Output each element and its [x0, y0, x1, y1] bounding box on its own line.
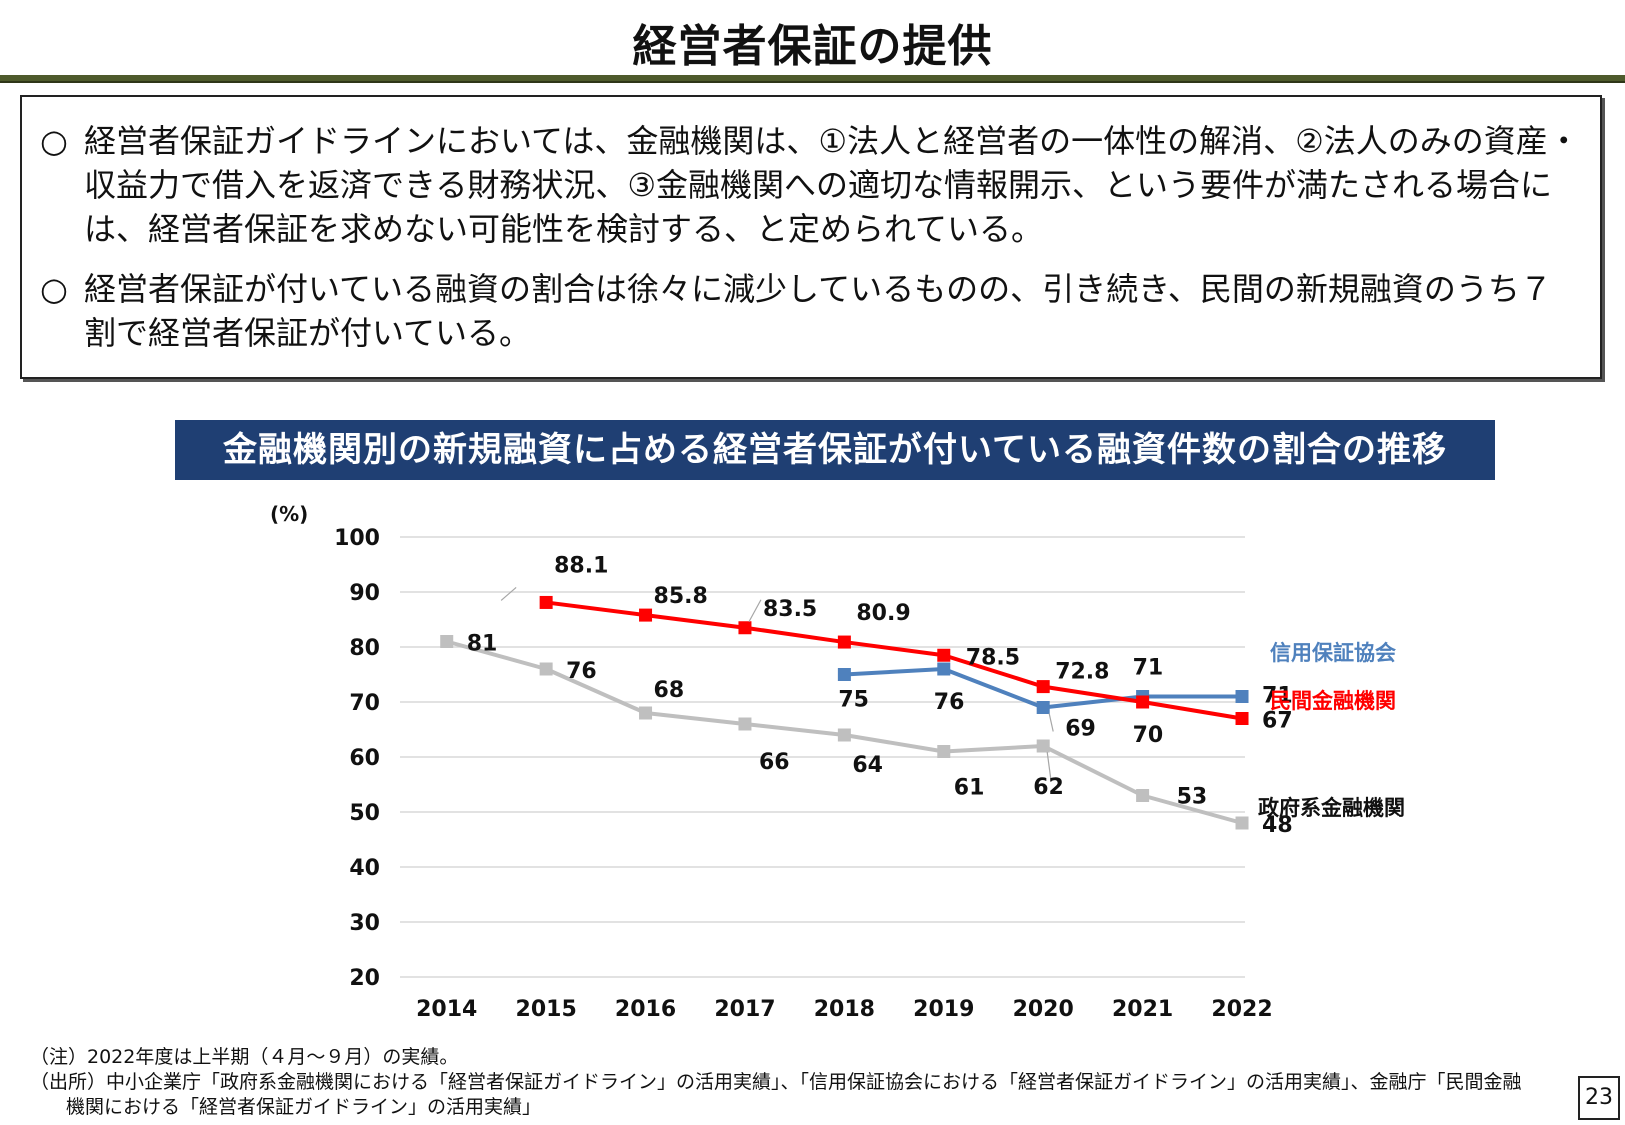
data-point: [837, 668, 851, 681]
data-label: 72.8: [1055, 660, 1109, 685]
data-label: 88.1: [554, 553, 608, 578]
data-label: 81: [467, 632, 498, 657]
y-tick-label: 30: [349, 911, 380, 936]
data-point: [639, 706, 653, 720]
page-title: 経営者保証の提供: [632, 21, 993, 72]
data-label: 62: [1033, 775, 1064, 800]
data-label: 76: [566, 659, 597, 684]
bullet-circle-icon: ○: [40, 122, 68, 160]
series-name-label: 民間金融機関: [1270, 689, 1396, 713]
data-point: [837, 728, 851, 742]
y-tick-label: 40: [349, 856, 380, 881]
series-name-label: 政府系金融機関: [1258, 796, 1405, 820]
x-tick-label: 2020: [1013, 997, 1074, 1020]
y-tick-label: 20: [349, 966, 380, 991]
label-leader-line: [1048, 713, 1054, 732]
data-point: [937, 648, 951, 662]
data-label: 71: [1262, 684, 1293, 709]
x-tick-label: 2017: [714, 997, 775, 1020]
series-name-label: 信用保証協会: [1270, 641, 1396, 665]
x-tick-label: 2022: [1211, 997, 1272, 1020]
bullet-circle-icon: ○: [40, 270, 68, 308]
summary-bullet: ○ 経営者保証が付いている融資の割合は徐々に減少しているものの、引き続き、民間の…: [40, 267, 1582, 355]
data-label: 68: [654, 678, 685, 703]
x-tick-label: 2015: [516, 997, 577, 1020]
summary-bullet: ○ 経営者保証ガイドラインにおいては、金融機関は、①法人と経営者の一体性の解消、…: [40, 119, 1582, 251]
data-label: 71: [1133, 656, 1164, 681]
data-label: 48: [1262, 813, 1293, 838]
y-tick-label: 80: [349, 636, 380, 661]
data-point: [1235, 712, 1249, 725]
data-point: [937, 662, 951, 676]
x-tick-label: 2014: [416, 997, 477, 1020]
data-point: [1235, 816, 1249, 830]
data-label: 76: [934, 690, 965, 715]
data-point: [1036, 680, 1050, 694]
data-point: [1136, 695, 1150, 709]
data-label: 80.9: [856, 601, 910, 626]
data-point: [937, 745, 951, 758]
summary-bullet-text: 経営者保証が付いている融資の割合は徐々に減少しているものの、引き続き、民間の新規…: [84, 270, 1552, 352]
data-point: [539, 662, 553, 676]
y-tick-label: 60: [349, 746, 380, 771]
data-label: 66: [759, 750, 790, 775]
data-point: [1136, 789, 1150, 802]
source-note-line: 機関における「経営者保証ガイドライン」の活用実績」: [66, 1096, 542, 1118]
data-label: 70: [1133, 723, 1164, 748]
title-divider: [0, 75, 1625, 83]
data-label: 78.5: [966, 645, 1020, 670]
source-note-line: （出所）中小企業庁「政府系金融機関における「経営者保証ガイドライン」の活用実績」…: [30, 1071, 1522, 1093]
summary-bullet-text: 経営者保証ガイドラインにおいては、金融機関は、①法人と経営者の一体性の解消、②法…: [84, 122, 1580, 248]
data-label: 75: [838, 688, 869, 713]
data-point: [440, 635, 454, 648]
y-tick-label: 100: [334, 526, 380, 551]
data-point: [639, 608, 653, 622]
data-label: 85.8: [654, 584, 708, 609]
data-label: 69: [1065, 717, 1096, 742]
data-label: 64: [852, 753, 883, 778]
data-point: [1235, 690, 1249, 703]
data-label: 67: [1262, 709, 1293, 734]
data-point: [1036, 739, 1050, 753]
data-point: [837, 635, 851, 649]
x-tick-label: 2016: [615, 997, 676, 1020]
data-point: [738, 717, 752, 731]
data-label: 83.5: [763, 597, 817, 622]
y-tick-label: 90: [349, 581, 380, 606]
x-tick-label: 2021: [1112, 997, 1173, 1020]
footnote: （注）2022年度は上半期（４月～９月）の実績。: [30, 1046, 459, 1068]
label-leader-line: [500, 586, 517, 601]
y-tick-label: 70: [349, 691, 380, 716]
data-point: [1036, 701, 1050, 714]
x-tick-label: 2018: [814, 997, 875, 1020]
y-tick-label: 50: [349, 801, 380, 826]
data-point: [738, 621, 752, 635]
series-line: [545, 600, 1243, 721]
label-leader-line: [748, 599, 762, 623]
y-axis-unit-label: (%): [270, 502, 308, 526]
data-point: [539, 595, 553, 609]
line-chart: 20 30 40 50 60 70 80 90 100 (%) 2014 2015 2016 2017 20…: [270, 502, 1405, 1020]
data-label: 53: [1177, 785, 1208, 810]
label-leader-line: [1046, 751, 1052, 783]
summary-box: ○ 経営者保証ガイドラインにおいては、金融機関は、①法人と経営者の一体性の解消、…: [20, 95, 1602, 379]
data-label: 61: [954, 776, 985, 801]
x-tick-label: 2019: [913, 997, 974, 1020]
source-note: （出所）中小企業庁「政府系金融機関における「経営者保証ガイドライン」の活用実績」…: [30, 1070, 1540, 1120]
chart-title: 金融機関別の新規融資に占める経営者保証が付いている融資件数の割合の推移: [175, 420, 1495, 480]
page-number: 23: [1578, 1076, 1620, 1120]
